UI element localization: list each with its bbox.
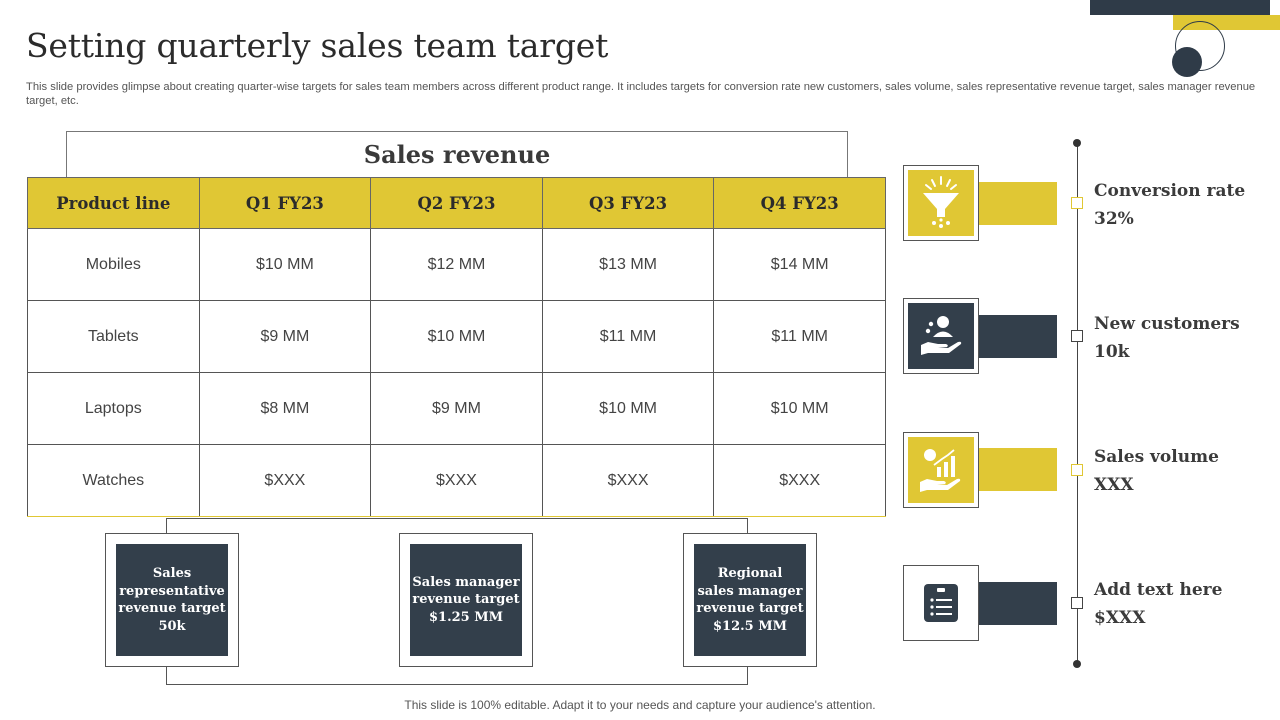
corner-circle-filled — [1172, 47, 1202, 77]
target-card-body: Sales representative revenue target 50k — [116, 544, 228, 656]
cell-value: $XXX — [713, 444, 886, 517]
page-subtitle: This slide provides glimpse about creati… — [26, 81, 1256, 107]
kpi-marker — [1071, 330, 1083, 342]
target-value: 50k — [158, 618, 186, 634]
kpi-bar — [979, 315, 1057, 358]
document-list-icon — [908, 570, 974, 636]
cell-value: $9 MM — [370, 372, 543, 445]
cell-value: $12 MM — [370, 228, 543, 301]
header-q4: Q4 FY23 — [713, 177, 886, 229]
cell-product: Mobiles — [27, 228, 200, 301]
cell-value: $14 MM — [713, 228, 886, 301]
target-line: sales manager — [697, 583, 803, 599]
cell-value: $10 MM — [541, 372, 715, 445]
kpi-conversion-rate: Conversion rate 32% — [1094, 177, 1245, 233]
kpi-label: Add text here — [1094, 580, 1223, 600]
target-line: representative — [119, 583, 225, 599]
target-line: Sales manager — [412, 574, 520, 590]
header-q3: Q3 FY23 — [541, 177, 715, 229]
cell-value: $10 MM — [713, 372, 886, 445]
kpi-value: $XXX — [1094, 608, 1146, 628]
kpi-label: New customers — [1094, 314, 1240, 334]
table-header-row: Product line Q1 FY23 Q2 FY23 Q3 FY23 Q4 … — [27, 177, 886, 229]
target-value: $1.25 MM — [428, 609, 503, 625]
target-card-regional-manager: Regional sales manager revenue target $1… — [683, 533, 817, 667]
kpi-label: Conversion rate — [1094, 181, 1246, 201]
header-q1: Q1 FY23 — [198, 177, 372, 229]
kpi-icon-frame — [903, 565, 979, 641]
kpi-value: XXX — [1094, 475, 1134, 495]
kpi-icon-frame — [903, 165, 979, 241]
table-row: Mobiles $10 MM $12 MM $13 MM $14 MM — [27, 228, 886, 301]
target-line: revenue target — [696, 601, 804, 616]
table-row: Laptops $8 MM $9 MM $10 MM $10 MM — [27, 372, 886, 445]
kpi-bar — [979, 582, 1057, 625]
target-value: $12.5 MM — [712, 618, 787, 634]
kpi-value: 32% — [1094, 209, 1134, 229]
target-line: Regional — [717, 566, 783, 581]
cell-value: $10 MM — [370, 300, 543, 373]
cell-value: $8 MM — [198, 372, 372, 445]
target-card-sales-rep: Sales representative revenue target 50k — [105, 533, 239, 667]
kpi-new-customers: New customers 10k — [1094, 310, 1240, 366]
sales-growth-icon — [908, 437, 974, 503]
header-q2: Q2 FY23 — [370, 177, 543, 229]
timeline-line — [1077, 143, 1078, 664]
corner-bar-dark — [1090, 0, 1270, 15]
table-heading: Sales revenue — [66, 131, 848, 177]
cell-value: $13 MM — [541, 228, 715, 301]
target-card-body: Regional sales manager revenue target $1… — [694, 544, 806, 656]
target-line: Sales — [152, 566, 192, 581]
kpi-sales-volume: Sales volume XXX — [1094, 443, 1219, 499]
kpi-value: 10k — [1094, 342, 1130, 362]
kpi-marker — [1071, 197, 1083, 209]
corner-circle-outline — [1175, 21, 1225, 71]
kpi-bar — [979, 182, 1057, 225]
target-card-sales-manager: Sales manager revenue target $1.25 MM — [399, 533, 533, 667]
cell-value: $XXX — [370, 444, 543, 517]
cell-value: $10 MM — [198, 228, 372, 301]
customer-hand-icon — [908, 303, 974, 369]
timeline-dot-top — [1073, 139, 1081, 147]
cell-value: $11 MM — [541, 300, 715, 373]
target-line: revenue target — [412, 592, 520, 608]
page-title: Setting quarterly sales team target — [26, 26, 609, 65]
cell-value: $9 MM — [198, 300, 372, 373]
table-row: Tablets $9 MM $10 MM $11 MM $11 MM — [27, 300, 886, 373]
cell-product: Laptops — [27, 372, 200, 445]
cell-value: $XXX — [198, 444, 372, 517]
target-card-body: Sales manager revenue target $1.25 MM — [410, 544, 522, 656]
footer-note: This slide is 100% editable. Adapt it to… — [404, 698, 876, 712]
table-row: Watches $XXX $XXX $XXX $XXX — [27, 444, 886, 517]
kpi-icon-frame — [903, 298, 979, 374]
kpi-marker — [1071, 597, 1083, 609]
timeline-dot-bottom — [1073, 660, 1081, 668]
target-line: revenue target — [118, 601, 226, 616]
kpi-label: Sales volume — [1094, 447, 1219, 467]
cell-value: $XXX — [541, 444, 715, 517]
kpi-bar — [979, 448, 1057, 491]
kpi-marker — [1071, 464, 1083, 476]
header-product-line: Product line — [27, 177, 200, 229]
kpi-icon-frame — [903, 432, 979, 508]
funnel-icon — [908, 170, 974, 236]
cell-product: Tablets — [27, 300, 200, 373]
cell-product: Watches — [27, 444, 200, 517]
sales-revenue-table: Product line Q1 FY23 Q2 FY23 Q3 FY23 Q4 … — [27, 177, 886, 517]
kpi-add-text: Add text here $XXX — [1094, 576, 1222, 632]
cell-value: $11 MM — [713, 300, 886, 373]
